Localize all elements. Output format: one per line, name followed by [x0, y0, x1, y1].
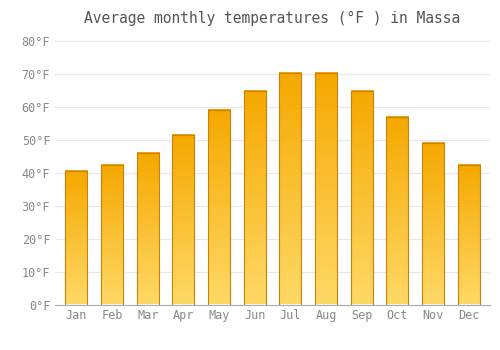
Bar: [386, 117, 408, 304]
Bar: [208, 111, 230, 304]
Bar: [350, 91, 372, 304]
Title: Average monthly temperatures (°F ) in Massa: Average monthly temperatures (°F ) in Ma…: [84, 11, 460, 26]
Bar: [315, 72, 337, 304]
Bar: [422, 144, 444, 304]
Bar: [66, 171, 88, 304]
Bar: [101, 165, 123, 304]
Bar: [172, 135, 195, 304]
Bar: [136, 153, 159, 304]
Bar: [280, 72, 301, 304]
Bar: [244, 91, 266, 304]
Bar: [458, 165, 479, 304]
